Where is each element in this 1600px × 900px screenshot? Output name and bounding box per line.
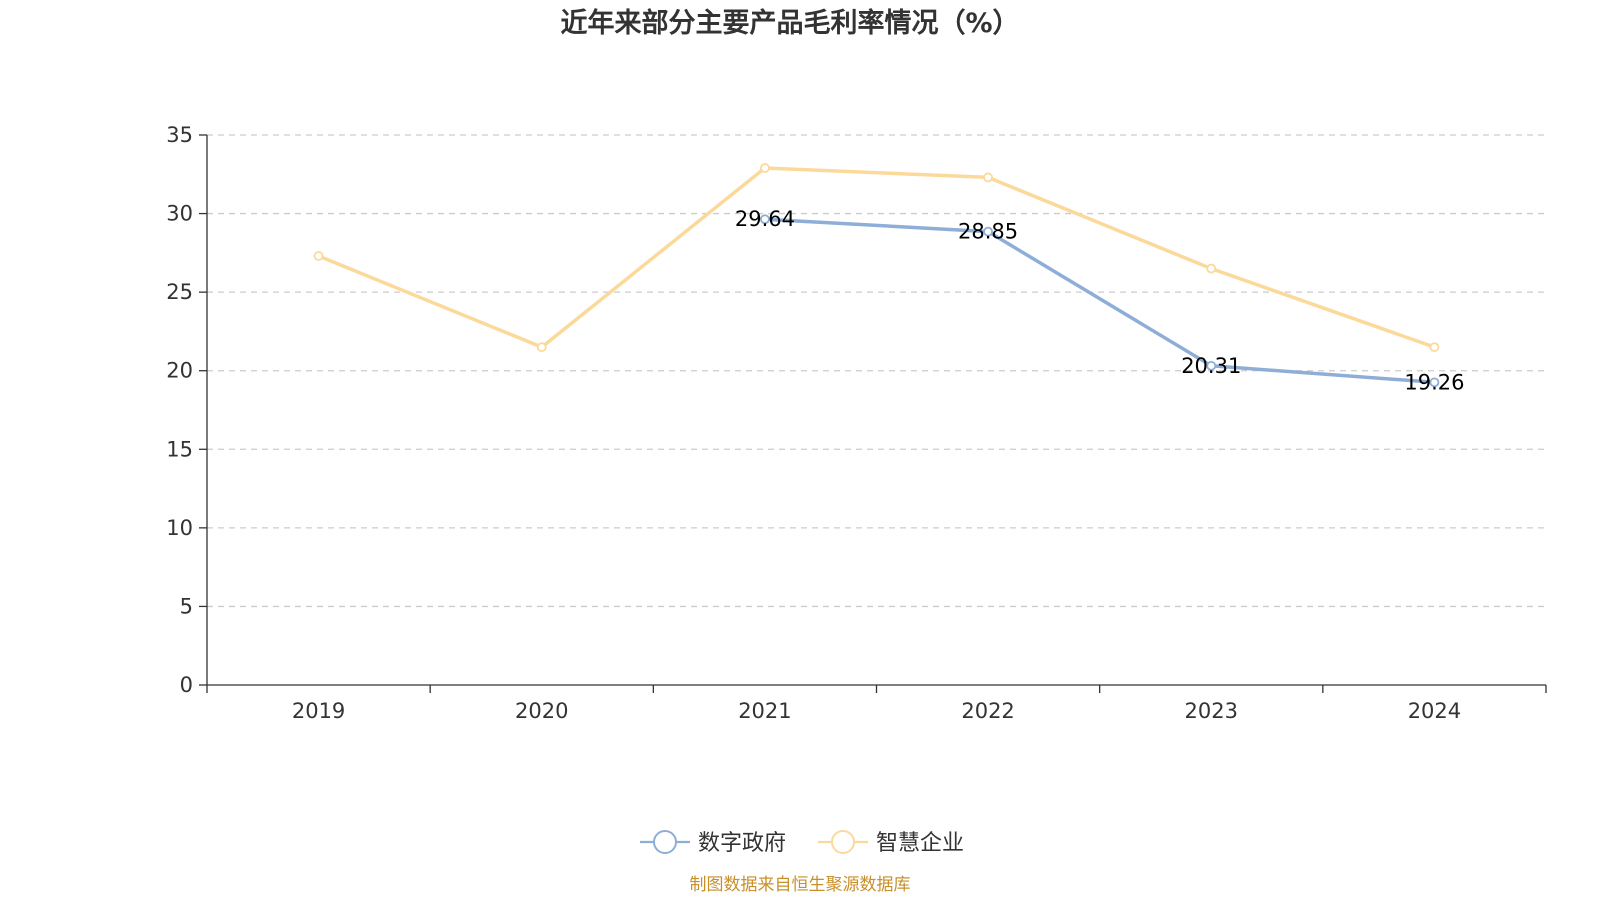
data-label: 28.85	[958, 220, 1018, 244]
legend-item-1[interactable]: 数字政府	[640, 830, 786, 856]
x-tick-label: 2021	[738, 699, 791, 723]
series-line	[763, 217, 1437, 385]
data-point[interactable]	[983, 226, 993, 237]
data-point[interactable]	[760, 214, 770, 225]
legend-label: 智慧企业	[876, 831, 964, 856]
source-note: 制图数据来自恒生聚源数据库	[690, 875, 911, 895]
x-tick-label: 2022	[961, 699, 1014, 723]
data-label: 19.26	[1404, 370, 1464, 394]
series-lines	[313, 163, 1440, 388]
chart-title: 近年来部分主要产品毛利率情况（%）	[560, 7, 1019, 39]
series-2	[313, 163, 1440, 353]
data-point[interactable]	[1206, 360, 1217, 371]
y-tick-label: 20	[166, 359, 193, 383]
x-tick-label: 2019	[292, 699, 345, 723]
axes: 0 5 10 15 20 25 30 35 2019 2020 2021 2022 2023 2024	[166, 123, 1547, 723]
legend-marker-icon	[831, 830, 855, 854]
y-tick-label: 15	[166, 437, 193, 461]
data-point[interactable]	[1206, 263, 1217, 274]
data-point[interactable]	[313, 251, 324, 261]
y-tick-label: 35	[166, 123, 193, 147]
y-tick-label: 30	[166, 202, 193, 226]
x-tick-label: 2023	[1185, 699, 1238, 723]
data-label: 29.64	[735, 207, 795, 231]
data-point[interactable]	[536, 342, 547, 353]
data-point[interactable]	[1429, 377, 1440, 388]
series-line	[316, 166, 1437, 349]
x-tick-label: 2024	[1408, 699, 1461, 723]
series-1	[760, 214, 1440, 388]
legend-marker-icon	[653, 830, 677, 854]
data-labels: 29.64 28.85 20.31 19.26	[735, 207, 1465, 394]
y-tick-label: 25	[166, 280, 193, 304]
data-point[interactable]	[760, 163, 770, 173]
x-tick-label: 2020	[515, 699, 568, 723]
y-tick-label: 10	[166, 516, 193, 540]
data-label: 20.31	[1181, 354, 1241, 378]
data-point[interactable]	[983, 172, 993, 183]
grid-lines	[207, 134, 1546, 608]
y-tick-label: 5	[180, 594, 193, 618]
data-point[interactable]	[1429, 342, 1440, 353]
y-tick-label: 0	[180, 673, 193, 697]
legend-item-2[interactable]: 智慧企业	[818, 830, 964, 856]
legend[interactable]: 数字政府 智慧企业	[640, 830, 964, 856]
legend-label: 数字政府	[698, 831, 786, 856]
